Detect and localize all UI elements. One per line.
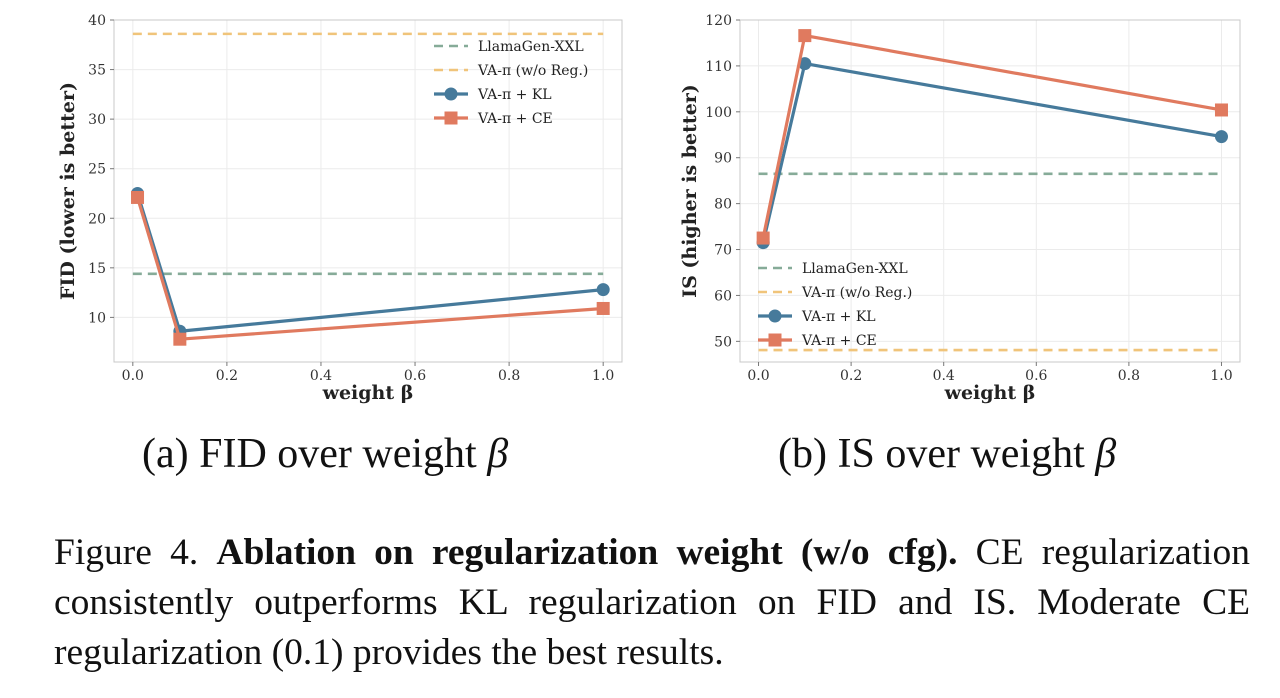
legend: LlamaGen-XXL VA-π (w/o Reg.) VA-π + KL VA-π… bbox=[434, 39, 588, 127]
x-axis-label: weight β bbox=[322, 382, 414, 404]
data-point-square bbox=[798, 29, 812, 43]
data-point-circle bbox=[798, 57, 812, 71]
series-3 bbox=[131, 190, 610, 346]
x-tick-label: 0.6 bbox=[1025, 368, 1047, 384]
y-tick-label: 120 bbox=[705, 13, 732, 29]
y-axis-label: FID (lower is better) bbox=[57, 82, 79, 300]
series-3 bbox=[756, 29, 1228, 245]
legend-label: VA-π + KL bbox=[801, 309, 876, 325]
legend-marker-circle bbox=[768, 309, 782, 323]
series-2 bbox=[131, 186, 610, 338]
chart-panel-b: 0.0 0.2 0.4 0.6 0.8 1.0 50 60 70 80 90 100 110 120 wei… bbox=[679, 13, 1241, 404]
x-tick-label: 0.2 bbox=[840, 368, 862, 384]
plot-frame bbox=[113, 19, 623, 363]
y-tick-label: 110 bbox=[705, 59, 732, 75]
subcaption-b: (b) IS over weight β bbox=[778, 430, 1116, 478]
series-2 bbox=[756, 57, 1228, 250]
data-point-square bbox=[756, 231, 770, 245]
subcaption-a: (a) FID over weight β bbox=[142, 430, 508, 478]
x-tick-label: 1.0 bbox=[1210, 368, 1232, 384]
data-point-square bbox=[1214, 103, 1228, 117]
data-point-square bbox=[173, 332, 187, 346]
legend-label: VA-π + CE bbox=[477, 111, 553, 127]
subcaption-a-beta: β bbox=[487, 431, 509, 477]
legend-label: VA-π + KL bbox=[477, 87, 552, 103]
x-tick-label: 0.0 bbox=[122, 368, 144, 384]
x-tick-label: 0.4 bbox=[933, 368, 955, 384]
legend-label: LlamaGen-XXL bbox=[478, 39, 584, 55]
chart-panel-a: 0.0 0.2 0.4 0.6 0.8 1.0 10 15 20 25 30 35 40 weight β… bbox=[57, 13, 623, 404]
x-axis-label: weight β bbox=[944, 382, 1036, 404]
y-tick-label: 20 bbox=[88, 211, 106, 227]
series-line bbox=[135, 193, 604, 333]
legend-marker-square bbox=[444, 111, 458, 125]
data-point-circle bbox=[1214, 130, 1228, 144]
x-tick-label: 0.4 bbox=[310, 368, 332, 384]
subcaption-b-beta: β bbox=[1095, 431, 1117, 477]
legend-label: VA-π (w/o Reg.) bbox=[477, 63, 588, 79]
figure-charts: 0.0 0.2 0.4 0.6 0.8 1.0 10 15 20 25 30 35 40 weight β… bbox=[57, 13, 1241, 404]
x-tick-label: 0.8 bbox=[498, 368, 520, 384]
y-tick-label: 100 bbox=[705, 105, 732, 121]
y-axis-label: IS (higher is better) bbox=[679, 84, 701, 298]
data-point-circle bbox=[596, 283, 610, 297]
x-tick-label: 0.2 bbox=[216, 368, 238, 384]
y-tick-label: 30 bbox=[88, 112, 106, 128]
legend-marker-circle bbox=[444, 87, 458, 101]
y-tick-label: 35 bbox=[88, 63, 106, 79]
subcaption-a-text: (a) FID over weight bbox=[142, 431, 488, 477]
y-tick-label: 70 bbox=[714, 243, 732, 259]
series-line bbox=[761, 62, 1222, 244]
y-tick-label: 15 bbox=[88, 261, 106, 277]
caption-title: Ablation on regularization weight (w/o c… bbox=[216, 532, 958, 573]
figure-caption: Figure 4. Ablation on regularization wei… bbox=[54, 528, 1250, 678]
x-tick-label: 0.6 bbox=[404, 368, 426, 384]
caption-body: CE regularization consistently outperfor… bbox=[54, 532, 1250, 673]
x-tick-label: 0.0 bbox=[747, 368, 769, 384]
plot-frame bbox=[739, 19, 1241, 363]
subcaption-b-text: (b) IS over weight bbox=[778, 431, 1096, 477]
legend: LlamaGen-XXL VA-π (w/o Reg.) VA-π + KL VA-π… bbox=[758, 261, 912, 349]
legend-marker-square bbox=[768, 333, 782, 347]
x-tick-label: 1.0 bbox=[592, 368, 614, 384]
data-point-square bbox=[596, 301, 610, 315]
y-tick-label: 25 bbox=[88, 162, 106, 178]
y-tick-label: 60 bbox=[714, 288, 732, 304]
legend-label: VA-π + CE bbox=[801, 333, 877, 349]
y-tick-label: 40 bbox=[88, 13, 106, 29]
y-tick-label: 80 bbox=[714, 197, 732, 213]
caption-prefix: Figure 4. bbox=[54, 532, 217, 573]
data-point-square bbox=[131, 190, 145, 204]
legend-label: LlamaGen-XXL bbox=[802, 261, 908, 277]
x-tick-label: 0.8 bbox=[1118, 368, 1140, 384]
y-tick-label: 90 bbox=[714, 151, 732, 167]
y-tick-label: 50 bbox=[714, 334, 732, 350]
y-tick-label: 10 bbox=[88, 310, 106, 326]
legend-label: VA-π (w/o Reg.) bbox=[801, 285, 912, 301]
